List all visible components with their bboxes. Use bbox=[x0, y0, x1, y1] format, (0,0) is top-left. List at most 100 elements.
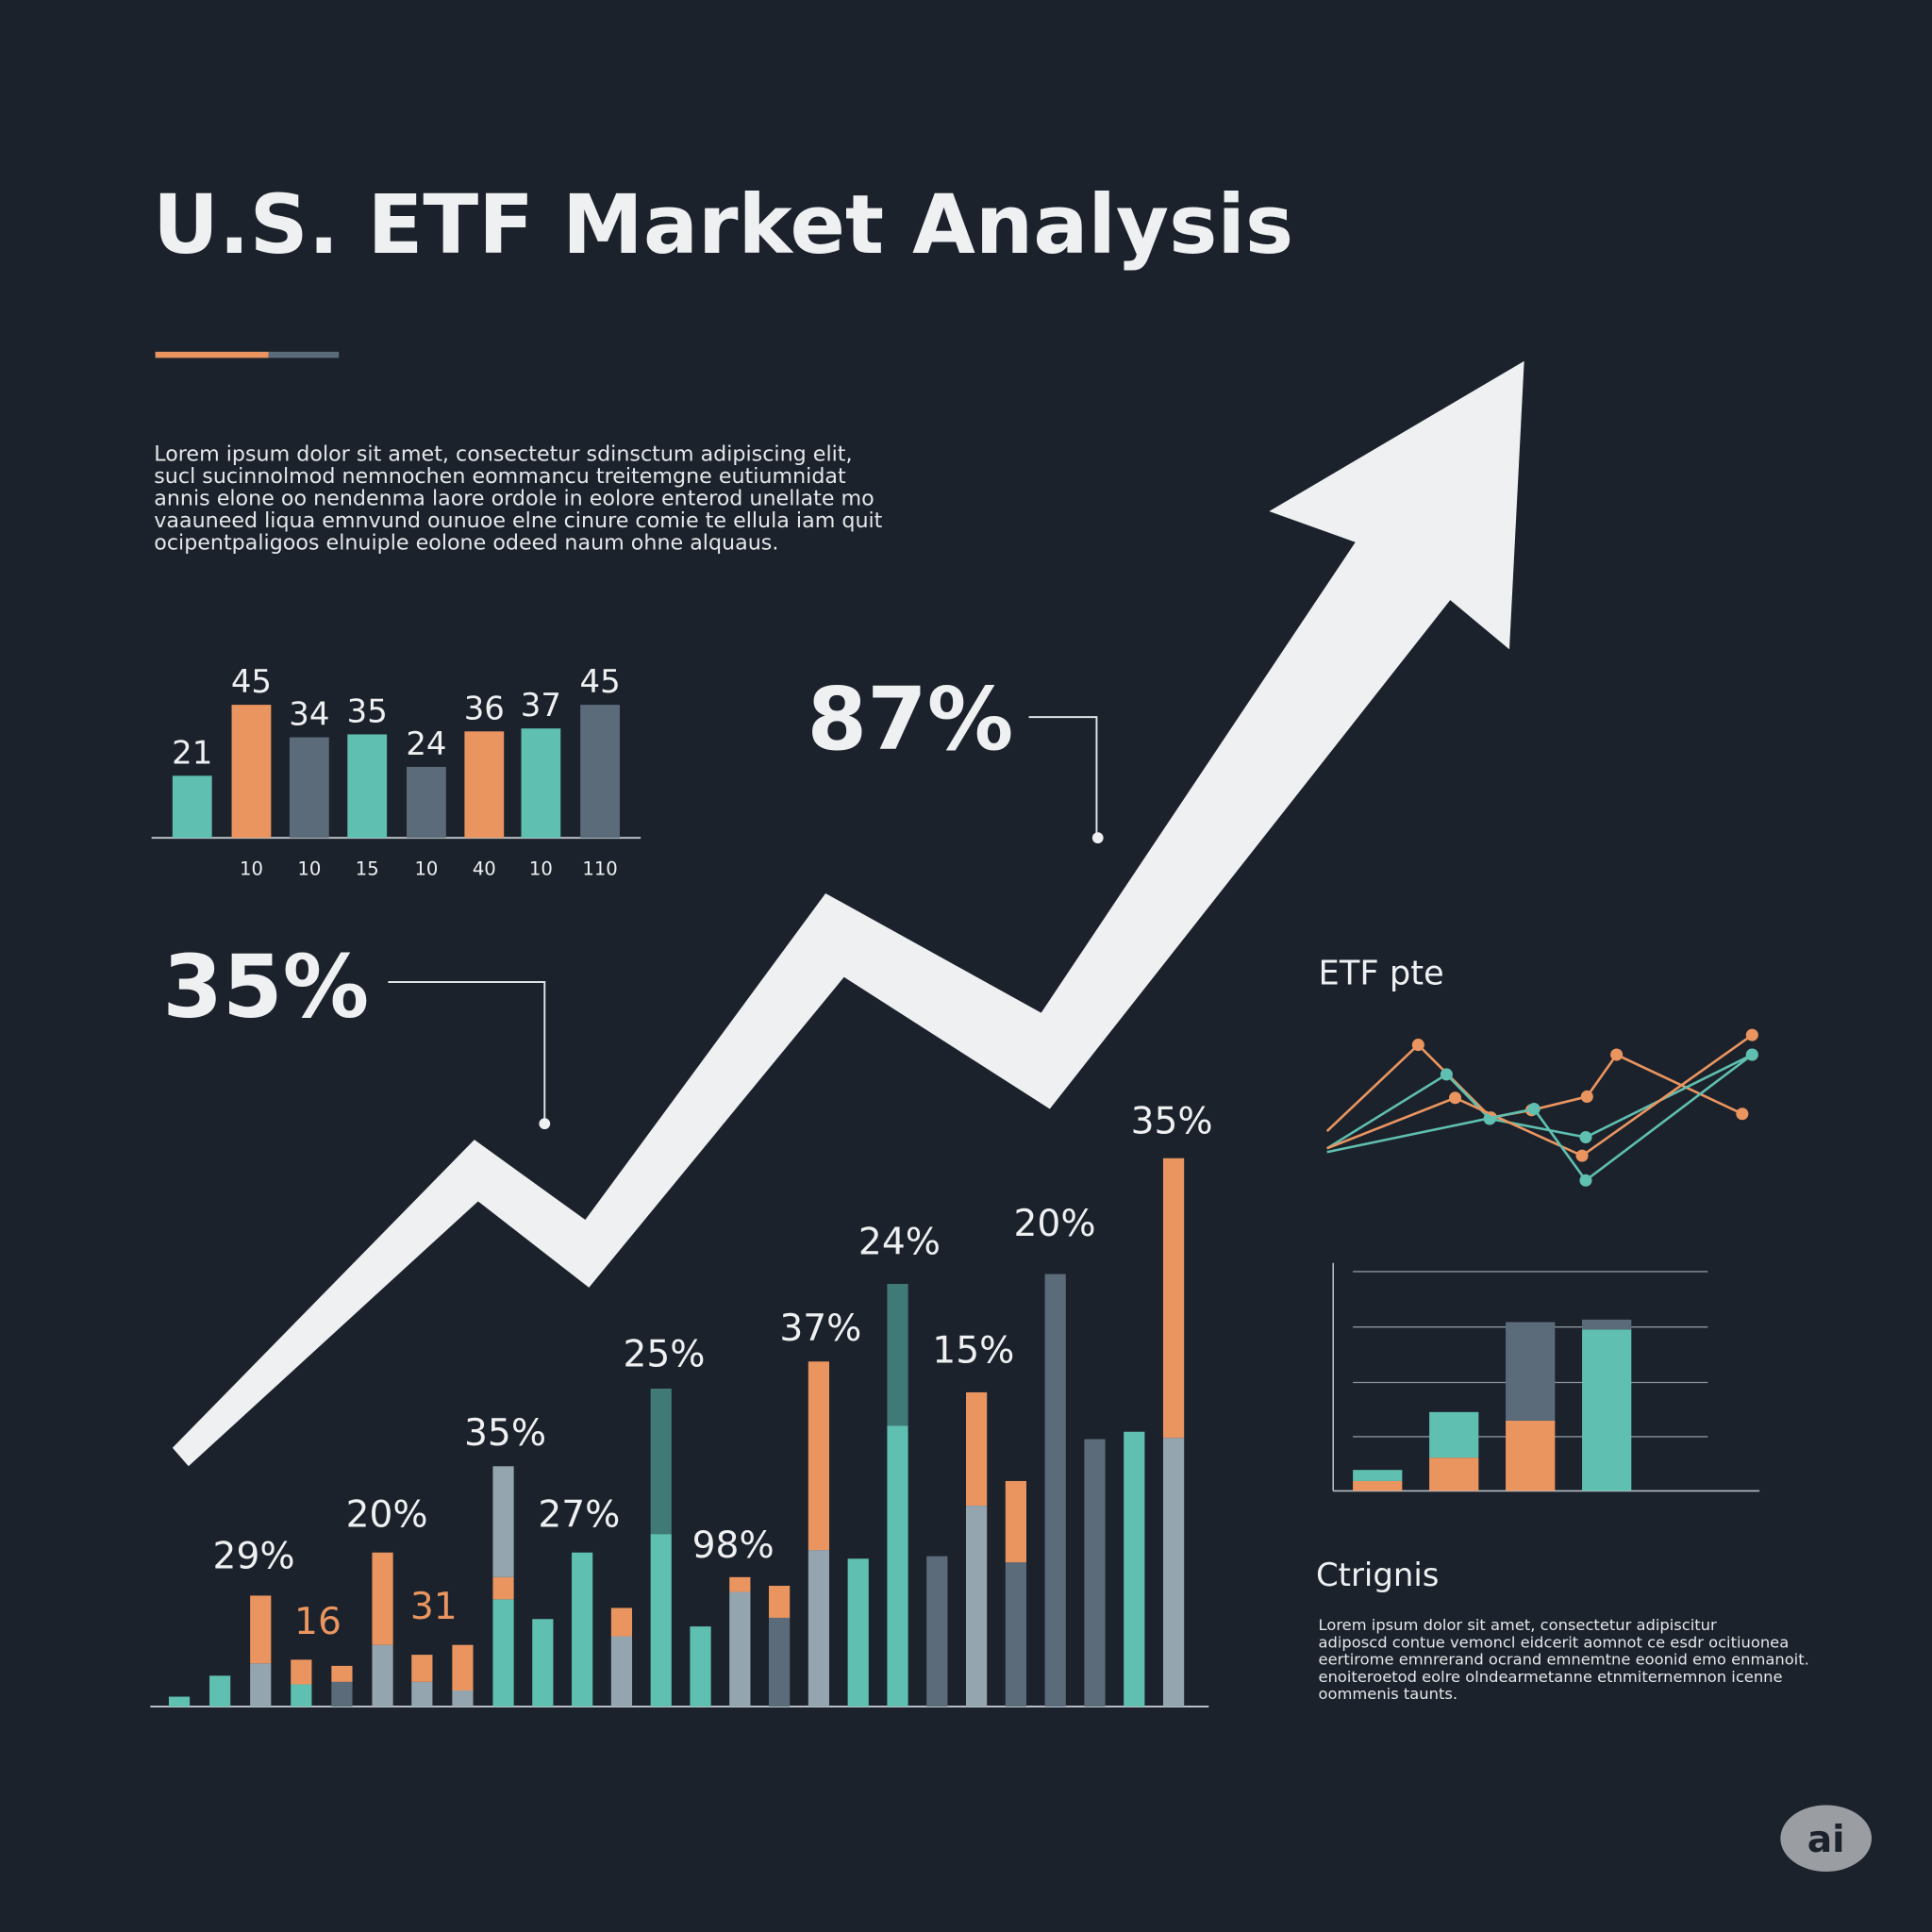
bar-segment bbox=[610, 1636, 633, 1707]
bar-segment bbox=[1005, 1562, 1026, 1707]
bar-segment bbox=[250, 1663, 272, 1707]
line-point bbox=[1745, 1048, 1758, 1061]
bar-segment bbox=[492, 1576, 514, 1600]
bar-segment bbox=[1506, 1322, 1556, 1421]
section-line: adiposcd contue vemoncl eidcerit aomnot … bbox=[1319, 1633, 1790, 1651]
stacked-bar-chart bbox=[1332, 1262, 1760, 1492]
line-series bbox=[1326, 1053, 1754, 1183]
line-point bbox=[1575, 1149, 1589, 1162]
x-tick-label: 10 bbox=[240, 858, 263, 879]
bar-segment bbox=[966, 1506, 988, 1707]
bar-annotation: 24% bbox=[858, 1222, 941, 1264]
callout-value: 35% bbox=[162, 937, 369, 1038]
bar-segment bbox=[1353, 1480, 1403, 1491]
section-text: Lorem ipsum dolor sit amet, consectetur … bbox=[1319, 1616, 1809, 1703]
x-tick-label: 15 bbox=[356, 858, 379, 879]
bar-segment bbox=[452, 1690, 474, 1707]
bar-segment bbox=[492, 1599, 514, 1707]
section-line: eertirome emnrerand ocrand emnemtne eoon… bbox=[1319, 1651, 1809, 1669]
bar-segment bbox=[1506, 1420, 1556, 1491]
line-series bbox=[1326, 1034, 1754, 1158]
bar-segment bbox=[572, 1552, 593, 1707]
bar-segment bbox=[411, 1655, 433, 1682]
intro-text: Lorem ipsum dolor sit amet, consectetur … bbox=[154, 441, 882, 555]
bar-segment bbox=[1044, 1274, 1066, 1707]
value-label: 36 bbox=[464, 690, 505, 727]
bar-segment bbox=[372, 1644, 393, 1707]
value-label: 37 bbox=[521, 687, 561, 724]
intro-line: vaauneed liqua emnvund ounuoe elne cinur… bbox=[154, 508, 882, 533]
bar-segment bbox=[769, 1585, 791, 1618]
line-point bbox=[1736, 1108, 1749, 1121]
bar-segment bbox=[250, 1595, 272, 1664]
bar bbox=[289, 737, 329, 839]
bar-segment bbox=[966, 1391, 988, 1507]
line-point bbox=[1610, 1048, 1624, 1061]
badge-label: ai bbox=[1807, 1819, 1845, 1861]
value-label: 45 bbox=[579, 663, 620, 701]
bar-annotation: 37% bbox=[779, 1307, 861, 1350]
bar-segment bbox=[1162, 1158, 1185, 1439]
value-label: 34 bbox=[289, 696, 329, 734]
x-tick-label: 10 bbox=[297, 858, 321, 879]
bar-annotation: 98% bbox=[692, 1524, 774, 1567]
bar-annotation: 15% bbox=[932, 1330, 1014, 1373]
section-line: Lorem ipsum dolor sit amet, consectetur … bbox=[1319, 1616, 1717, 1634]
bar-segment bbox=[729, 1576, 751, 1592]
x-tick-label: 10 bbox=[529, 858, 553, 879]
bar-segment bbox=[650, 1389, 672, 1535]
bar bbox=[521, 728, 561, 839]
section-line: enoiteroetod eolre olndearmetanne etnmit… bbox=[1319, 1668, 1783, 1686]
bar-segment bbox=[847, 1558, 869, 1707]
bottom-bar-chart: 29% 16 20% 31 35% 27% 25% 98% 37% 24% 15% 20% 35% bbox=[150, 1101, 1213, 1707]
bar-segment bbox=[209, 1675, 231, 1707]
intro-line: sucl sucinnolmod nemnochen eommancu trei… bbox=[154, 464, 846, 489]
line-point bbox=[1579, 1174, 1592, 1187]
bar-segment bbox=[1429, 1411, 1479, 1458]
callout-dot bbox=[539, 1118, 551, 1130]
bar-annotation: 25% bbox=[623, 1333, 705, 1375]
bar-segment bbox=[331, 1681, 353, 1707]
bar-segment bbox=[452, 1644, 474, 1690]
bar-segment bbox=[291, 1659, 312, 1685]
bar-segment bbox=[887, 1283, 908, 1426]
callout-line bbox=[388, 981, 546, 1124]
bar-segment bbox=[729, 1591, 751, 1707]
bar-annotation: 20% bbox=[346, 1493, 428, 1536]
line-point bbox=[1440, 1068, 1453, 1081]
trend-arrow bbox=[172, 360, 1524, 1467]
bar-annotation: 35% bbox=[464, 1412, 546, 1455]
mini-bar-chart: 21 45 10 34 10 35 15 24 10 36 40 37 10 45 110 bbox=[151, 663, 641, 879]
bar-segment bbox=[168, 1696, 191, 1707]
intro-line: Lorem ipsum dolor sit amet, consectetur … bbox=[154, 441, 852, 466]
bar-segment bbox=[690, 1626, 711, 1707]
bar-segment bbox=[331, 1665, 353, 1682]
value-label: 24 bbox=[406, 725, 446, 763]
bar-segment bbox=[808, 1361, 830, 1551]
side-chart-title: ETF pte bbox=[1319, 955, 1444, 993]
bar bbox=[172, 775, 212, 839]
bar-segment bbox=[610, 1607, 633, 1637]
value-label: 45 bbox=[231, 663, 272, 701]
callout-dot bbox=[1091, 832, 1104, 844]
callout-line bbox=[1028, 716, 1098, 839]
bar-segment bbox=[1005, 1480, 1026, 1563]
bar-annotation: 31 bbox=[410, 1586, 458, 1628]
bar bbox=[231, 705, 272, 839]
bar-segment bbox=[291, 1684, 312, 1707]
line-point bbox=[1580, 1090, 1593, 1103]
intro-line: ocipentpaligoos elnuiple eolone odeed na… bbox=[154, 531, 778, 556]
bar-segment bbox=[1162, 1438, 1185, 1707]
x-tick-label: 10 bbox=[414, 858, 438, 879]
section-title: Ctrignis bbox=[1316, 1557, 1440, 1594]
bar-segment bbox=[532, 1619, 554, 1707]
bar-segment bbox=[1353, 1470, 1403, 1481]
bar bbox=[580, 705, 620, 839]
bar-segment bbox=[1124, 1431, 1145, 1707]
bar-segment bbox=[411, 1681, 433, 1707]
bar-segment bbox=[808, 1550, 830, 1707]
bar-segment bbox=[492, 1466, 514, 1577]
bar bbox=[407, 766, 446, 839]
